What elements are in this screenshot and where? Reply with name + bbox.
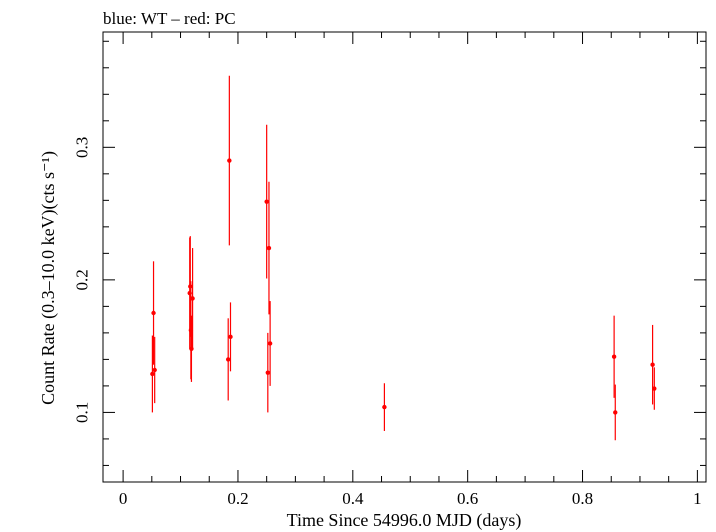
- data-point: [265, 370, 271, 375]
- x-tick-labels: 0 0.2 0.4 0.6 0.8 1: [119, 489, 702, 508]
- x-tick-label: 0: [119, 489, 128, 508]
- y-tick-label: 0.3: [73, 137, 92, 158]
- chart-title: blue: WT – red: PC: [103, 9, 236, 28]
- data-point: [151, 310, 156, 316]
- data-point: [150, 371, 155, 377]
- data-point: [266, 245, 272, 251]
- x-tick-label: 0.4: [342, 489, 364, 508]
- plot-frame: [102, 31, 707, 483]
- data-point: [382, 404, 387, 410]
- data-point: [650, 362, 655, 367]
- y-axis-label: Count Rate (0.3–10.0 keV)(cts s⁻¹): [38, 151, 59, 405]
- data-point: [227, 158, 232, 163]
- data-point: [152, 367, 157, 373]
- data-points: [150, 75, 657, 441]
- x-tick-label: 0.8: [572, 489, 593, 508]
- x-tick-label: 0.2: [227, 489, 248, 508]
- data-point: [611, 354, 617, 359]
- y-tick-label: 0.2: [73, 269, 92, 290]
- data-point: [228, 334, 233, 340]
- data-point: [264, 199, 269, 204]
- data-point: [190, 296, 195, 301]
- data-point: [225, 357, 231, 362]
- x-tick-label: 1: [693, 489, 702, 508]
- x-axis-label: Time Since 54996.0 MJD (days): [287, 510, 522, 531]
- x-tick-label: 0.6: [457, 489, 478, 508]
- y-tick-label: 0.1: [73, 402, 92, 423]
- axis-ticks: [103, 32, 706, 482]
- data-point: [613, 410, 618, 415]
- data-point: [652, 386, 657, 391]
- data-point: [267, 341, 273, 346]
- y-tick-labels: 0.1 0.2 0.3: [73, 137, 92, 423]
